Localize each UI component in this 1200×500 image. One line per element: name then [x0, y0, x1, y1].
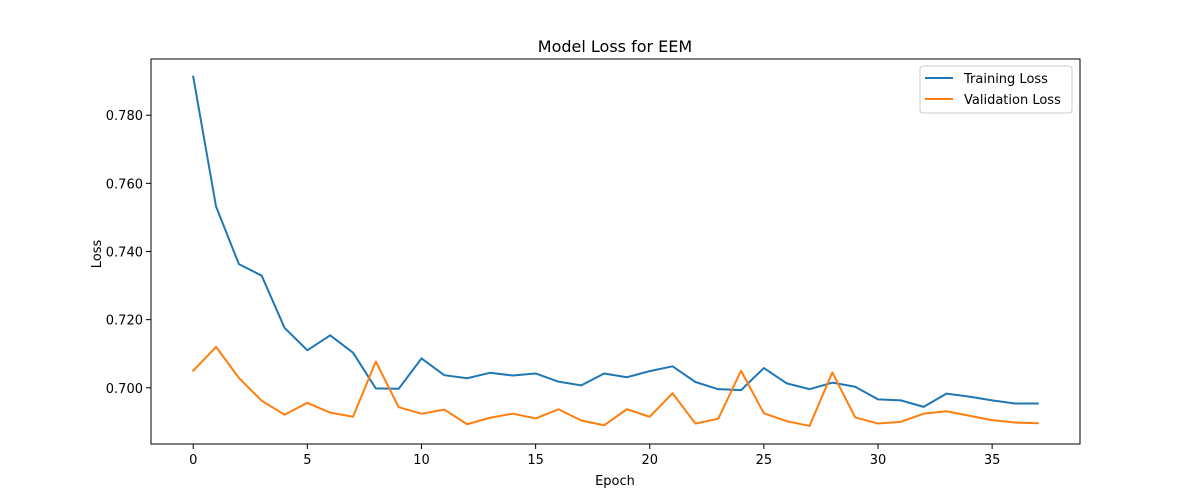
x-tick-label: 5	[303, 453, 311, 468]
x-tick-label: 25	[756, 453, 773, 468]
x-tick-label: 20	[641, 453, 658, 468]
x-tick-label: 10	[413, 453, 430, 468]
legend-label-validation-loss: Validation Loss	[964, 93, 1061, 108]
chart-title: Model Loss for EEM	[538, 37, 692, 56]
x-tick-label: 30	[870, 453, 887, 468]
x-tick-label: 0	[189, 453, 197, 468]
plot-area: 0 5 10 15 20 25 30 35 0.700 0.720 0.740 0.760 0.780	[106, 58, 1081, 468]
y-tick-label: 0.760	[106, 177, 143, 192]
legend-frame	[919, 65, 1073, 114]
y-tick-label: 0.700	[106, 382, 143, 397]
y-tick-label: 0.720	[106, 314, 143, 329]
series-line-training-loss	[192, 75, 1039, 408]
y-axis-label: Loss	[90, 240, 105, 269]
x-axis-label: Epoch	[595, 474, 635, 489]
x-tick-label: 15	[527, 453, 544, 468]
y-tick-label: 0.780	[106, 109, 143, 124]
series-line-validation-loss	[191, 345, 1039, 427]
x-tick-label: 35	[984, 453, 1001, 468]
legend-label-training-loss: Training Loss	[963, 72, 1048, 87]
legend: Training Loss Validation Loss	[919, 65, 1073, 114]
y-tick-label: 0.740	[106, 246, 143, 261]
